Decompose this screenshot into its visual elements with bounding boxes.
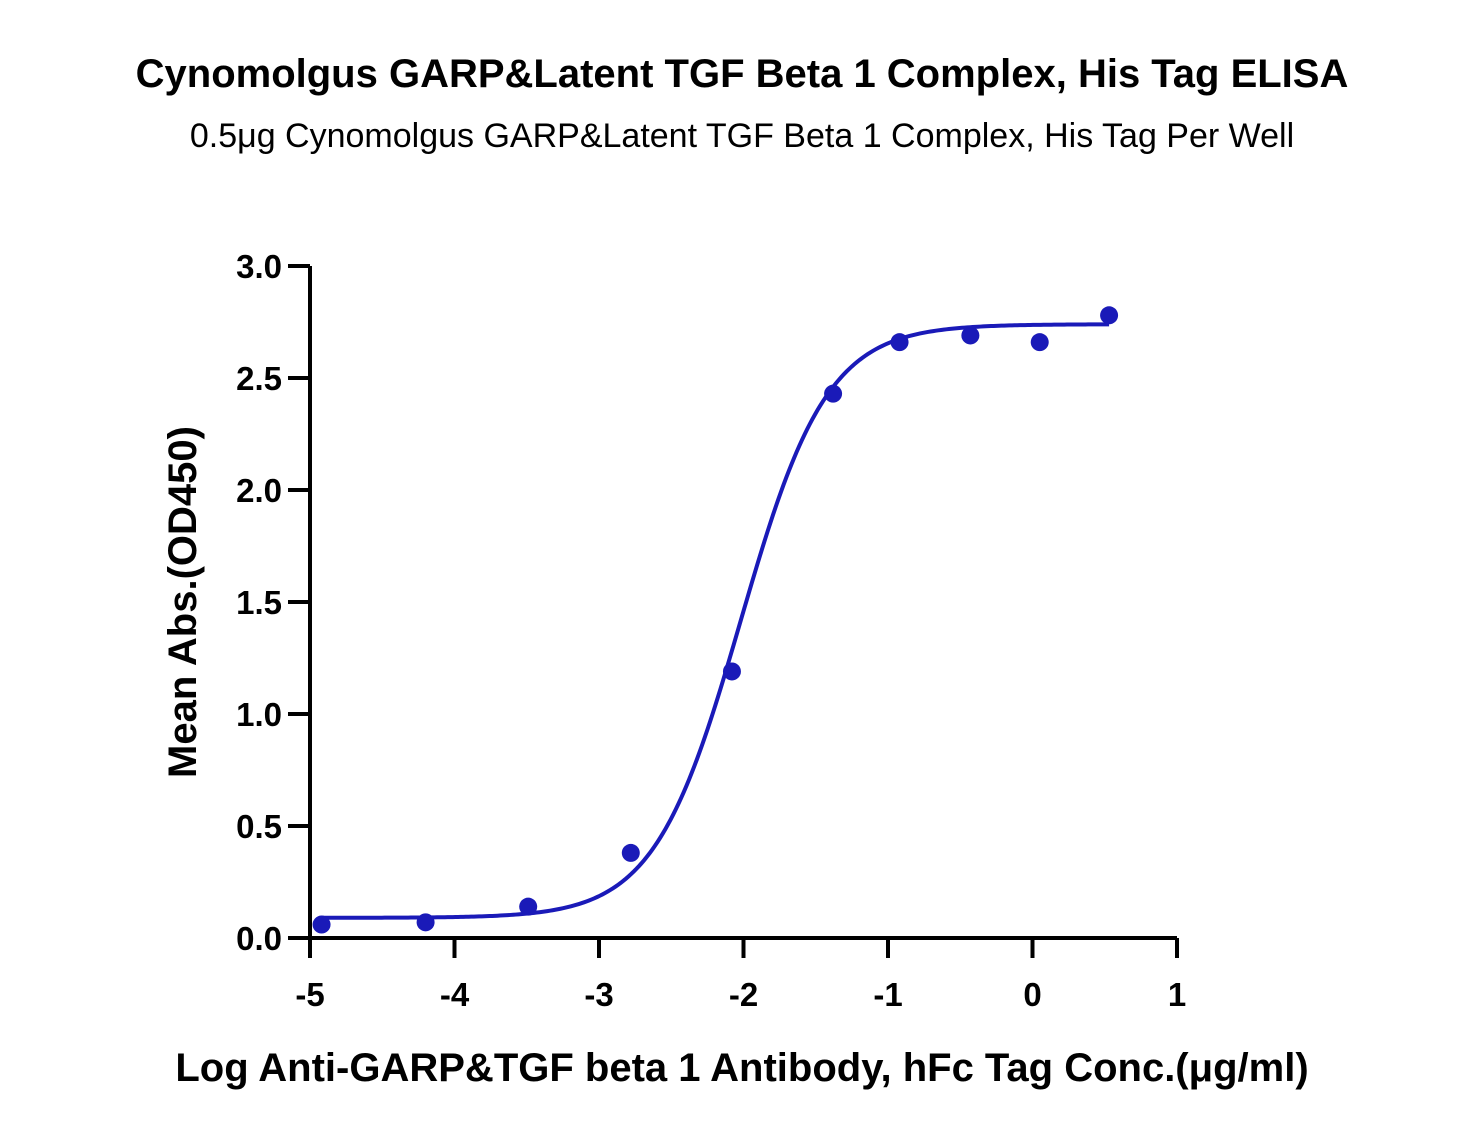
y-tick-label: 2.5 bbox=[236, 360, 282, 397]
y-tick-label: 1.5 bbox=[236, 584, 282, 621]
data-point bbox=[312, 915, 331, 934]
y-tick-label: 2.0 bbox=[236, 472, 282, 509]
data-point bbox=[1100, 306, 1119, 325]
y-tick-label: 1.0 bbox=[236, 696, 282, 733]
axes bbox=[308, 266, 1177, 940]
x-tick-label: -2 bbox=[729, 976, 758, 1013]
data-point bbox=[890, 333, 909, 352]
x-tick-label: -5 bbox=[295, 976, 324, 1013]
data-point bbox=[722, 662, 741, 681]
y-axis-ticks: 0.0 0.5 1.0 1.5 2.0 2.5 3.0 bbox=[236, 248, 310, 957]
x-axis-title: Log Anti-GARP&TGF beta 1 Antibody, hFc T… bbox=[175, 1046, 1308, 1090]
chart-title: Cynomolgus GARP&Latent TGF Beta 1 Comple… bbox=[135, 52, 1349, 96]
data-point bbox=[416, 913, 435, 932]
data-point bbox=[519, 897, 538, 916]
y-tick-label: 0.5 bbox=[236, 808, 282, 845]
y-tick-label: 0.0 bbox=[236, 920, 282, 957]
x-tick-label: -3 bbox=[584, 976, 613, 1013]
x-tick-label: -4 bbox=[440, 976, 470, 1013]
y-axis-title: Mean Abs.(OD450) bbox=[161, 426, 205, 778]
data-point bbox=[621, 843, 640, 862]
data-point bbox=[824, 384, 843, 403]
x-tick-label: 1 bbox=[1168, 976, 1186, 1013]
x-tick-label: -1 bbox=[873, 976, 902, 1013]
fit-curve bbox=[321, 322, 1110, 920]
data-point bbox=[1030, 333, 1049, 352]
x-tick-label: 0 bbox=[1023, 976, 1041, 1013]
y-tick-label: 3.0 bbox=[236, 248, 282, 285]
data-point bbox=[961, 326, 980, 345]
data-points bbox=[312, 306, 1119, 934]
chart-subtitle: 0.5μg Cynomolgus GARP&Latent TGF Beta 1 … bbox=[189, 117, 1295, 155]
x-axis-ticks: -5 -4 -3 -2 -1 0 1 bbox=[295, 938, 1186, 1013]
